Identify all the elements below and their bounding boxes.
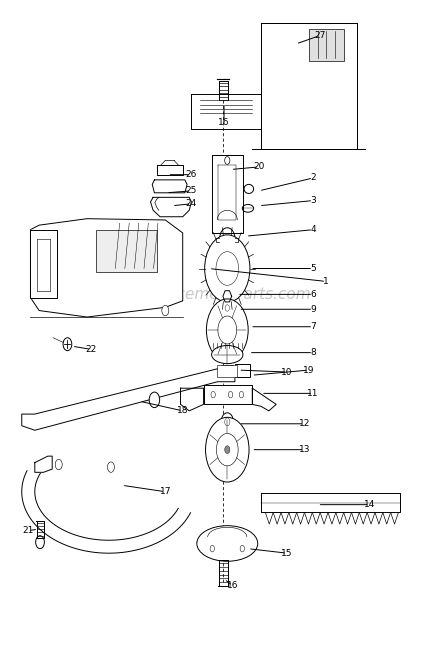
Circle shape — [215, 252, 238, 285]
Circle shape — [224, 446, 230, 454]
Bar — [220, 365, 233, 375]
Bar — [217, 365, 237, 377]
Ellipse shape — [196, 525, 257, 561]
Text: 13: 13 — [298, 445, 309, 454]
Text: 18: 18 — [177, 406, 188, 415]
Polygon shape — [203, 385, 252, 404]
Text: 12: 12 — [298, 419, 309, 428]
Polygon shape — [222, 291, 231, 302]
Circle shape — [225, 305, 229, 311]
Ellipse shape — [211, 345, 242, 364]
Polygon shape — [260, 493, 399, 512]
Text: 15: 15 — [281, 549, 292, 558]
Text: 8: 8 — [309, 348, 316, 357]
Text: 20: 20 — [253, 162, 264, 171]
Polygon shape — [22, 369, 234, 430]
FancyBboxPatch shape — [260, 23, 356, 149]
Text: 27: 27 — [313, 31, 325, 40]
Polygon shape — [35, 456, 52, 472]
Polygon shape — [30, 219, 182, 317]
Text: eReplacementParts.com: eReplacementParts.com — [124, 287, 310, 302]
Circle shape — [220, 413, 233, 431]
Polygon shape — [22, 471, 190, 553]
Polygon shape — [211, 155, 242, 233]
Ellipse shape — [243, 184, 253, 193]
Bar — [234, 364, 250, 377]
Circle shape — [204, 235, 249, 302]
Circle shape — [210, 545, 214, 552]
Ellipse shape — [242, 204, 253, 212]
Bar — [95, 230, 156, 272]
Text: 5: 5 — [309, 264, 316, 273]
Text: 2: 2 — [310, 173, 315, 182]
Polygon shape — [152, 180, 187, 193]
Bar — [308, 29, 343, 61]
Text: 7: 7 — [309, 322, 316, 331]
Text: 4: 4 — [310, 225, 315, 234]
Circle shape — [149, 392, 159, 408]
Circle shape — [63, 338, 72, 351]
Circle shape — [239, 391, 243, 398]
Text: 16: 16 — [227, 581, 238, 590]
Circle shape — [224, 418, 230, 426]
Text: 1: 1 — [322, 277, 329, 286]
Text: 14: 14 — [363, 500, 375, 509]
Circle shape — [240, 545, 244, 552]
Text: 21: 21 — [23, 526, 34, 535]
Text: 22: 22 — [85, 345, 97, 354]
Circle shape — [224, 157, 230, 164]
Polygon shape — [180, 388, 203, 411]
Circle shape — [161, 305, 168, 316]
Circle shape — [217, 316, 236, 344]
Text: 10: 10 — [281, 367, 292, 377]
Text: 9: 9 — [309, 305, 316, 314]
Circle shape — [107, 462, 114, 472]
Polygon shape — [156, 165, 182, 175]
Text: 25: 25 — [185, 186, 197, 195]
Circle shape — [224, 366, 230, 374]
Text: 19: 19 — [302, 366, 314, 375]
Polygon shape — [191, 94, 260, 129]
Text: 3: 3 — [309, 196, 316, 205]
Circle shape — [36, 536, 44, 549]
Circle shape — [219, 228, 234, 251]
Circle shape — [205, 417, 248, 482]
Text: 6: 6 — [309, 290, 316, 299]
Polygon shape — [150, 197, 191, 217]
Polygon shape — [252, 388, 276, 411]
Polygon shape — [30, 230, 56, 298]
Text: 26: 26 — [185, 170, 197, 179]
Circle shape — [55, 459, 62, 470]
Circle shape — [206, 299, 247, 361]
Text: 11: 11 — [307, 389, 318, 398]
Text: 16: 16 — [218, 118, 229, 127]
Text: 17: 17 — [159, 487, 171, 496]
Text: 24: 24 — [185, 199, 197, 208]
Circle shape — [228, 391, 232, 398]
Circle shape — [210, 391, 215, 398]
Circle shape — [216, 433, 238, 466]
Circle shape — [222, 300, 232, 316]
